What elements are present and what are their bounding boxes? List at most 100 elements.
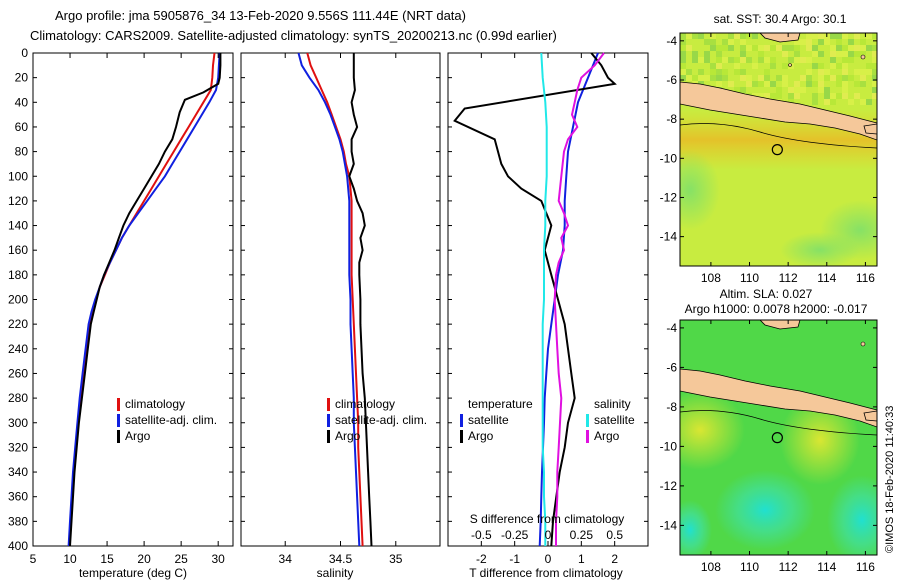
sst-map-pixel	[710, 39, 716, 45]
x-tick-label: 15	[100, 552, 114, 566]
sst-map-pixel	[734, 87, 740, 93]
legend-t-argo-swatch	[460, 430, 463, 443]
sst-map-title: sat. SST: 30.4 Argo: 30.1	[714, 12, 847, 26]
sst-map-pixel	[830, 33, 836, 39]
sst-map-pixel	[704, 39, 710, 45]
sla-map-land-bali	[863, 410, 877, 422]
sst-map-pixel	[770, 45, 776, 51]
sla-map-land-java	[680, 368, 877, 428]
depth-tick-label: 340	[8, 465, 28, 479]
sst-map-pixel	[722, 57, 728, 63]
depth-tick-label: 380	[8, 514, 28, 528]
sst-map-pixel	[848, 75, 854, 81]
series-line-climatology	[306, 52, 364, 547]
lon-tick-label: 108	[701, 271, 721, 285]
sst-map-pixel	[830, 93, 836, 99]
sst-map-green-patch	[780, 232, 860, 266]
depth-tick-label: 120	[8, 194, 28, 208]
sst-map-pixel	[782, 63, 788, 69]
salinity-xlabel: salinity	[317, 566, 354, 580]
sst-map-pixel	[782, 81, 788, 87]
sst-map-pixel	[686, 69, 692, 75]
sst-map-pixel	[776, 45, 782, 51]
legend-climatology-label: climatology	[335, 397, 395, 411]
sst-map-pixel	[860, 81, 866, 87]
sst-map-pixel	[716, 63, 722, 69]
sst-map-pixel	[704, 57, 710, 63]
difference-plot-frame	[447, 52, 649, 547]
salinity-series	[297, 52, 373, 547]
sst-map-pixel	[842, 81, 848, 87]
sst-map-pixel	[836, 39, 842, 45]
sst-map-pixel	[854, 51, 860, 57]
sst-map-green-patch	[680, 150, 720, 230]
sst-map-pixel	[824, 69, 830, 75]
sst-map-pixel	[680, 69, 686, 75]
salinity-difference-tick-label: -0.25	[501, 528, 529, 542]
sst-map-pixel	[704, 75, 710, 81]
series-line-climatology	[68, 52, 216, 547]
sst-map-pixel	[734, 33, 740, 39]
sst-map-pixel	[854, 33, 860, 39]
depth-tick-label: 0	[21, 46, 28, 60]
sst-map-pixel	[794, 51, 800, 57]
sst-map-pixel	[740, 51, 746, 57]
series-line-temperature-argo	[453, 52, 617, 547]
lat-tick-label: -6	[666, 73, 677, 87]
sst-map-pixel	[836, 63, 842, 69]
sst-map-pixel	[854, 81, 860, 87]
sst-map-pixel	[758, 45, 764, 51]
sst-map-argo-marker	[771, 144, 783, 156]
sst-map-pixel	[806, 39, 812, 45]
sst-map-pixel	[770, 57, 776, 63]
sla-map-title-line-2: Argo h1000: 0.0078 h2000: -0.017	[685, 302, 868, 316]
sst-map-pixel	[830, 57, 836, 63]
sst-map-pixel	[692, 33, 698, 39]
series-line-salinity-argo	[553, 52, 605, 546]
sst-map-pixel	[860, 45, 866, 51]
imos-credit: ©IMOS 18-Feb-2020 11:40:33	[884, 406, 896, 553]
sst-map-pixel	[848, 39, 854, 45]
temperature-series	[67, 52, 222, 547]
sst-map-pixel	[764, 45, 770, 51]
sst-map-pixel	[728, 33, 734, 39]
sst-map-pixel	[740, 75, 746, 81]
sst-map-pixel	[806, 69, 812, 75]
sla-map-cyan-eddy	[827, 475, 877, 555]
sla-map-argo-marker	[771, 432, 783, 444]
sst-map-pixel	[788, 45, 794, 51]
sst-map-pixel	[764, 69, 770, 75]
sst-map-pixel	[740, 45, 746, 51]
lon-tick-label: 112	[779, 271, 798, 285]
lon-tick-label: 112	[779, 560, 798, 574]
sst-map-pixel	[866, 69, 872, 75]
sst-map-pixel	[818, 39, 824, 45]
sst-map-island	[860, 54, 866, 60]
sst-map-pixel	[842, 93, 848, 99]
sst-map-pixel	[818, 75, 824, 81]
sst-map-land-java	[680, 81, 877, 141]
sla-map-land-kalimantan	[759, 320, 801, 330]
sst-map-pixel	[812, 51, 818, 57]
x-tick-label: 1	[578, 552, 585, 566]
sst-map-pixel	[824, 75, 830, 81]
depth-tick-label: 200	[8, 293, 28, 307]
temperature-x-axis: 5 10 15 20 25 30	[30, 53, 225, 566]
depth-tick-label: 320	[8, 440, 28, 454]
sst-map-pixel	[812, 45, 818, 51]
sst-map-pixel	[722, 39, 728, 45]
sst-map-pixel	[812, 33, 818, 39]
sst-map-pixel	[872, 75, 877, 81]
sst-map-pixel	[872, 81, 877, 87]
sst-map-pixel	[824, 87, 830, 93]
sla-map-shelf-contour	[680, 410, 877, 436]
sst-map-pixel	[872, 57, 877, 63]
sst-map-pixel	[716, 45, 722, 51]
salinity-difference-tick-label: 0.5	[606, 528, 623, 542]
sst-map-island	[788, 63, 792, 67]
sst-map-pixel	[842, 51, 848, 57]
sst-map-pixel	[722, 75, 728, 81]
salinity-difference-ticks: -0.5 -0.25 0 0.25 0.5	[471, 528, 623, 542]
sst-map-pixel	[776, 93, 782, 99]
